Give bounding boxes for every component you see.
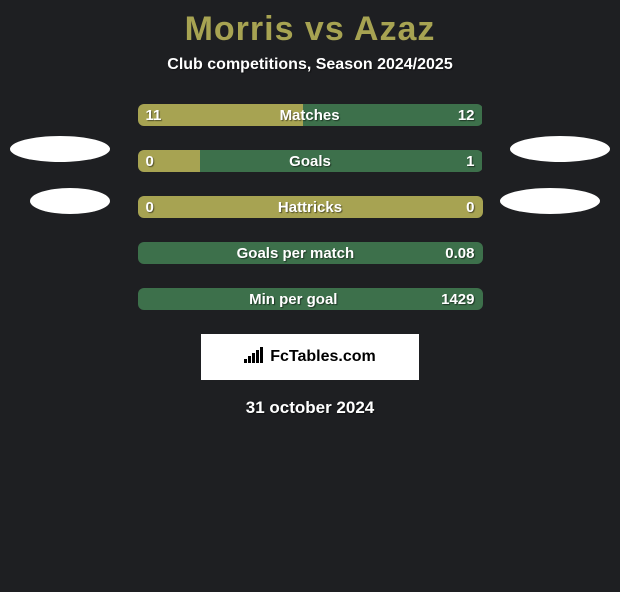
player-badge-left [10, 136, 110, 162]
stat-row: Min per goal1429 [138, 288, 483, 310]
player-badge-right [500, 188, 600, 214]
chart-bars-icon [244, 347, 264, 368]
stat-seg-left [138, 196, 483, 218]
stat-row: Goals per match0.08 [138, 242, 483, 264]
stat-seg-left [138, 104, 304, 126]
subtitle: Club competitions, Season 2024/2025 [0, 56, 620, 74]
stat-seg-right [138, 242, 483, 264]
footer-date: 31 october 2024 [0, 398, 620, 418]
page-title: Morris vs Azaz [0, 12, 620, 46]
footer-logo: FcTables.com [201, 334, 419, 380]
stat-seg-right [200, 150, 483, 172]
stat-row: 11Matches12 [138, 104, 483, 126]
stat-seg-right [138, 288, 483, 310]
stats-container: 11Matches12 0Goals1 0Hattricks0 Goals per m… [138, 104, 483, 310]
stat-row: 0Hattricks0 [138, 196, 483, 218]
player-badge-right [510, 136, 610, 162]
stat-seg-right [303, 104, 482, 126]
stat-seg-left [138, 150, 200, 172]
player-badge-left [30, 188, 110, 214]
stat-row: 0Goals1 [138, 150, 483, 172]
footer-logo-text: FcTables.com [270, 348, 376, 366]
